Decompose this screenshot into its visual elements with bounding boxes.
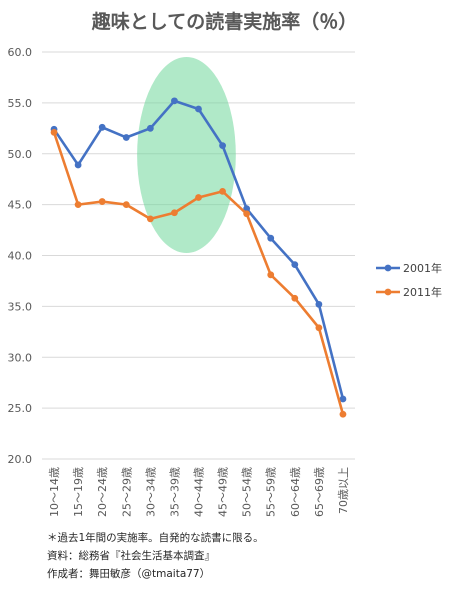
- legend-marker: [384, 288, 392, 296]
- y-tick-label: 25.0: [8, 402, 33, 415]
- legend: 2001年 2011年: [376, 261, 442, 299]
- data-point: [315, 324, 323, 332]
- highlight-ellipse-shape: [137, 57, 236, 253]
- x-tick-label: 20～24歳: [96, 467, 109, 517]
- data-point: [267, 234, 275, 242]
- y-tick-label: 35.0: [8, 300, 33, 313]
- y-tick-label: 30.0: [8, 351, 33, 364]
- chart-notes: ＊過去1年間の実施率。自発的な読書に限る。 資料：総務省『社会生活基本調査』 作…: [47, 531, 264, 580]
- chart-title: 趣味としての読書実施率（％）: [91, 10, 357, 33]
- y-tick-label: 20.0: [8, 453, 33, 466]
- data-point: [195, 194, 202, 201]
- x-tick-label: 65～69歳: [313, 467, 326, 517]
- legend-label: 2011年: [403, 285, 442, 299]
- data-point: [146, 215, 154, 223]
- x-tick-label: 15～19歳: [72, 467, 85, 517]
- data-point: [50, 128, 58, 136]
- data-point: [339, 395, 347, 403]
- data-point: [243, 205, 251, 213]
- author-note: 作成者：舞田敏彦（@tmaita77）: [47, 567, 210, 580]
- x-tick-label: 35～39歳: [168, 467, 181, 517]
- x-tick-label: 40～44歳: [193, 467, 206, 517]
- y-tick-label: 60.0: [8, 46, 33, 59]
- data-point: [74, 201, 82, 209]
- x-tick-label: 60～64歳: [289, 467, 302, 517]
- data-point: [267, 271, 275, 279]
- data-point: [74, 161, 82, 169]
- data-point: [122, 134, 130, 141]
- data-point: [146, 124, 154, 132]
- footnote: ＊過去1年間の実施率。自発的な読書に限る。: [47, 531, 264, 544]
- highlight-ellipse: [137, 57, 236, 253]
- data-point: [171, 209, 178, 217]
- x-tick-label: 55～59歳: [265, 467, 278, 517]
- x-tick-label: 70歳以上: [337, 467, 350, 514]
- x-tick-label: 25～29歳: [120, 467, 133, 517]
- y-tick-label: 40.0: [8, 250, 33, 263]
- data-point: [98, 123, 106, 131]
- data-point: [98, 198, 106, 205]
- x-tick-label: 50～54歳: [241, 467, 254, 517]
- y-tick-label: 45.0: [8, 199, 33, 212]
- source-note: 資料：総務省『社会生活基本調査』: [47, 549, 215, 562]
- legend-marker: [384, 264, 392, 272]
- legend-label: 2001年: [403, 261, 442, 275]
- data-point: [195, 105, 202, 113]
- y-axis-tick-labels: 20.0 25.0 30.0 35.0 40.0 45.0 50.0 55.0 60.0: [8, 46, 33, 466]
- y-tick-label: 50.0: [8, 148, 33, 161]
- data-point: [339, 410, 347, 418]
- data-point: [219, 187, 226, 195]
- data-point: [291, 294, 299, 302]
- data-point: [171, 97, 178, 105]
- data-point: [315, 300, 323, 308]
- data-point: [219, 142, 226, 150]
- x-tick-label: 30～34歳: [144, 467, 157, 517]
- x-tick-label: 45～49歳: [217, 467, 230, 517]
- data-point: [291, 261, 299, 269]
- x-tick-label: 10～14歳: [48, 467, 61, 517]
- x-axis-tick-labels: 10～14歳 15～19歳 20～24歳 25～29歳 30～34歳 35～39歳 40～4…: [48, 467, 350, 517]
- data-point: [122, 201, 130, 209]
- y-tick-label: 55.0: [8, 97, 33, 110]
- series-lines: [50, 97, 347, 418]
- data-point: [243, 210, 251, 218]
